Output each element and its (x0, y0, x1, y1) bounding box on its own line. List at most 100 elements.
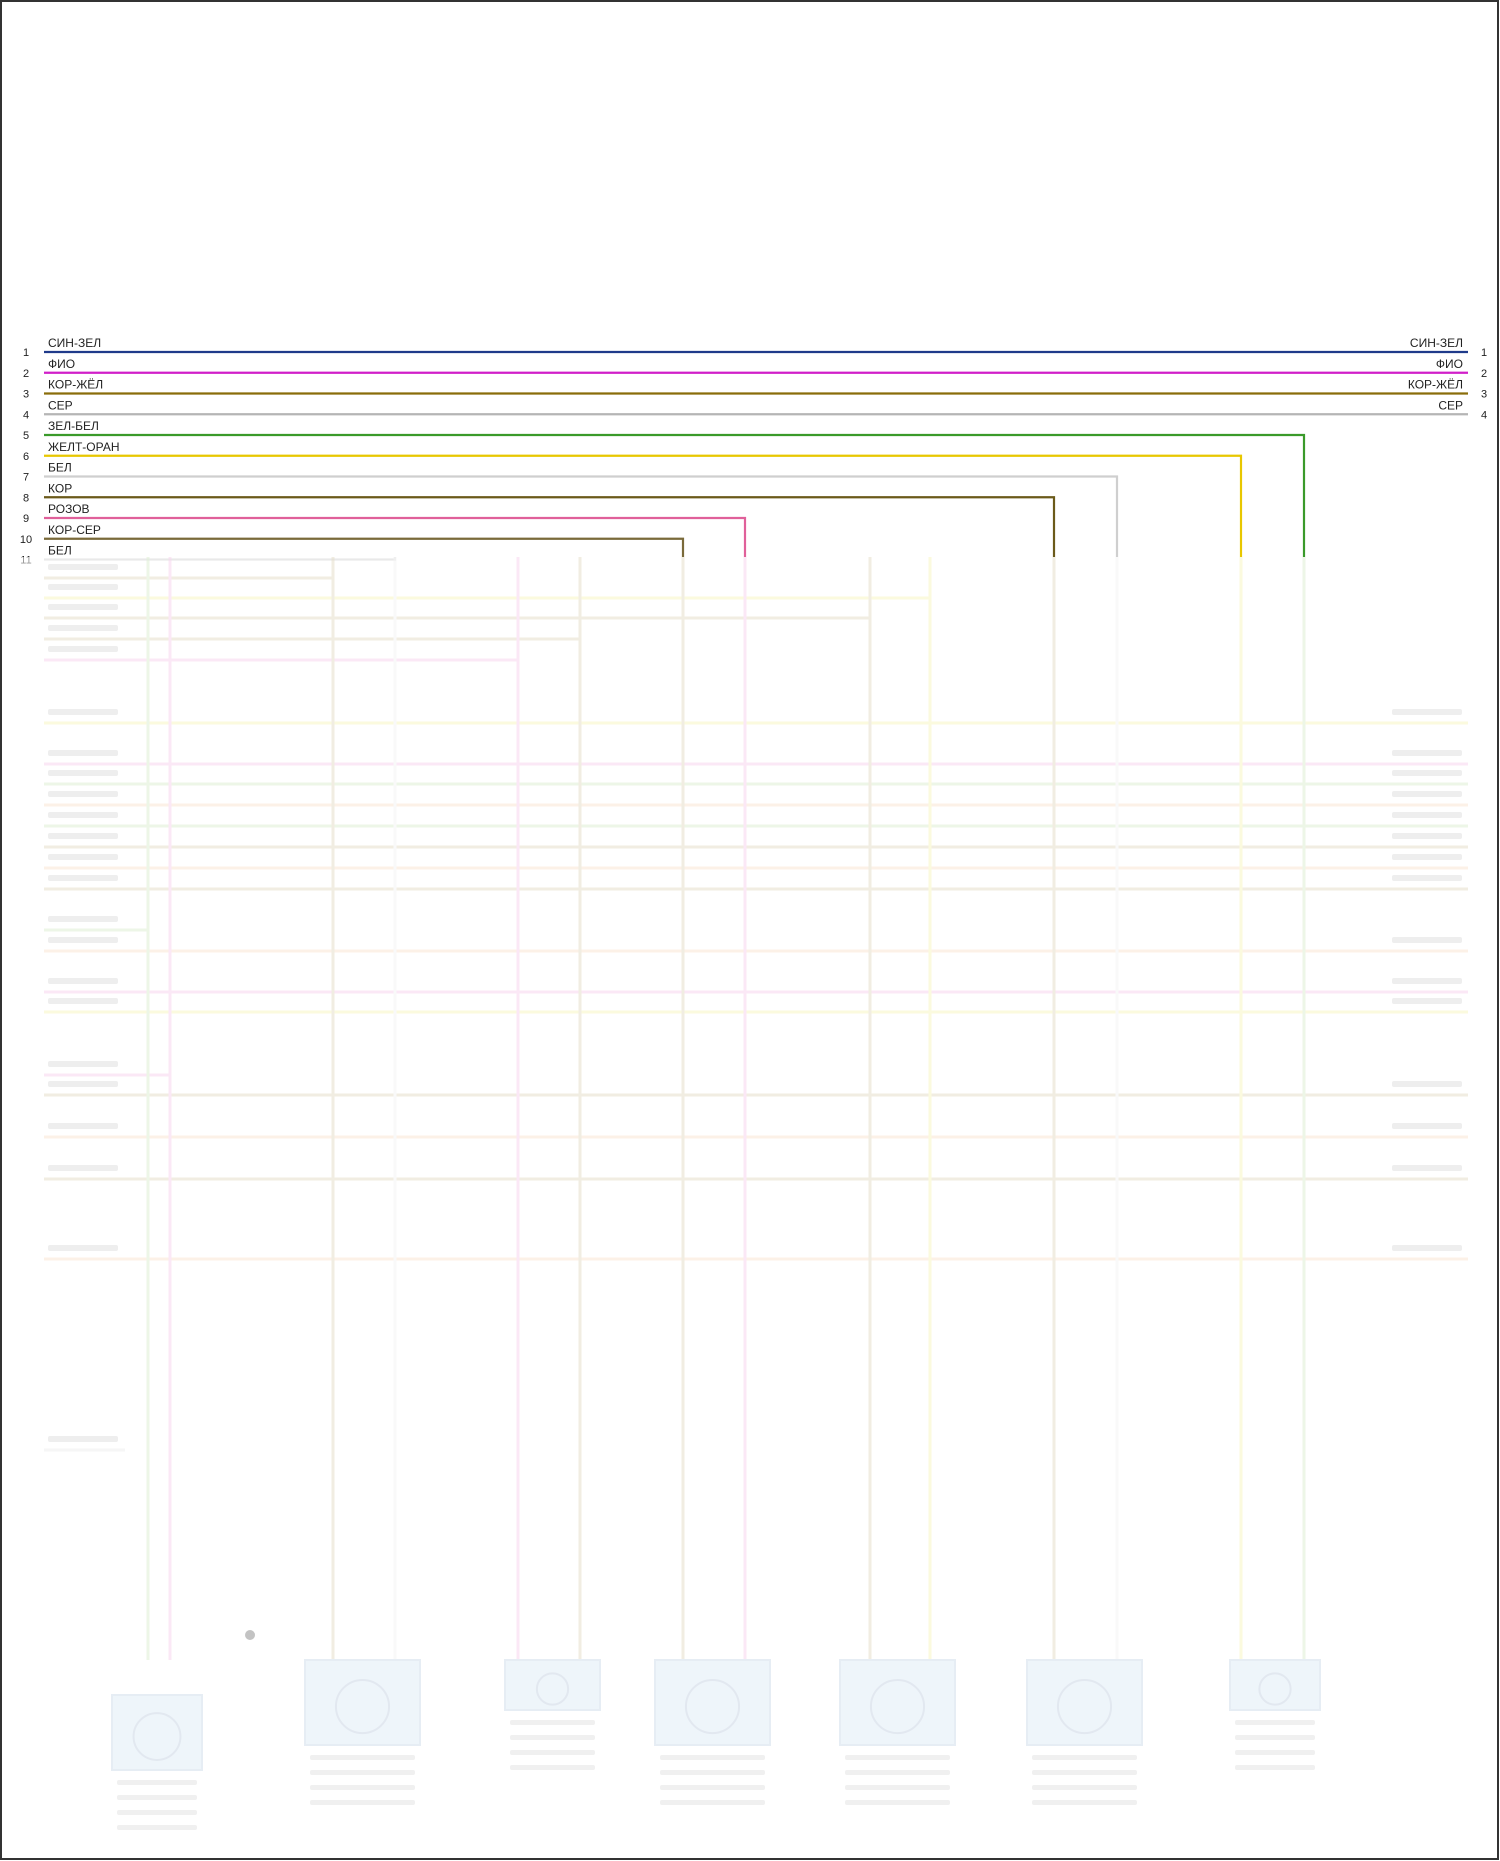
faded-label (48, 916, 118, 922)
faded-caption (1032, 1755, 1137, 1760)
faded-caption (310, 1755, 415, 1760)
wire-line (44, 496, 1056, 557)
faded-label (1392, 937, 1462, 943)
faded-label (48, 1165, 118, 1171)
wire-line (44, 454, 1243, 557)
faded-caption (310, 1785, 415, 1790)
faded-caption (510, 1765, 595, 1770)
faded-label (1392, 875, 1462, 881)
wire-label-left: СИН-ЗЕЛ (48, 336, 101, 350)
connector-block (111, 1694, 203, 1771)
faded-label (48, 709, 118, 715)
faded-caption (660, 1755, 765, 1760)
wire-number-left: 5 (23, 430, 29, 442)
faded-label (1392, 1165, 1462, 1171)
wire-line (44, 433, 1306, 557)
faded-caption (310, 1800, 415, 1805)
wire-label-left: КОР (48, 481, 72, 495)
wire-number-left: 7 (23, 472, 29, 484)
faded-label (48, 937, 118, 943)
faded-caption (1032, 1800, 1137, 1805)
faded-caption (845, 1770, 950, 1775)
wire-label-right: СЕР (1438, 398, 1463, 412)
faded-label (1392, 978, 1462, 984)
faded-label (48, 978, 118, 984)
faded-label (48, 1123, 118, 1129)
faded-caption (117, 1825, 197, 1830)
faded-label (48, 1436, 118, 1442)
faded-label (1392, 854, 1462, 860)
faded-caption (510, 1750, 595, 1755)
faded-label (1392, 709, 1462, 715)
wire-line (44, 537, 685, 557)
wire-number-left: 10 (20, 534, 32, 546)
wire-number-left: 9 (23, 513, 29, 525)
faded-label (1392, 1081, 1462, 1087)
wire-label-left: ФИО (48, 357, 75, 371)
faded-caption (660, 1800, 765, 1805)
wire-label-left: КОР-СЕР (48, 523, 101, 537)
faded-caption (1235, 1750, 1315, 1755)
wire-number-right: 3 (1481, 389, 1487, 401)
faded-caption (845, 1800, 950, 1805)
wire-label-left: РОЗОВ (48, 502, 90, 516)
faded-caption (1235, 1720, 1315, 1725)
faded-caption (310, 1770, 415, 1775)
faded-label (1392, 812, 1462, 818)
wire-label-right: КОР-ЖЁЛ (1408, 378, 1463, 392)
faded-label (48, 770, 118, 776)
faded-label (48, 604, 118, 610)
wire-label-right: СИН-ЗЕЛ (1410, 336, 1463, 350)
ground-point (245, 1630, 255, 1640)
wire-label-left: ЖЕЛТ-ОРАН (48, 440, 120, 454)
faded-label (48, 646, 118, 652)
faded-caption (510, 1720, 595, 1725)
wire-number-left: 11 (20, 555, 31, 567)
faded-label (1392, 770, 1462, 776)
faded-caption (1235, 1735, 1315, 1740)
faded-label (48, 998, 118, 1004)
wire-line (44, 475, 1119, 557)
wire-number-left: 3 (23, 389, 29, 401)
faded-label (1392, 998, 1462, 1004)
wire-number-left: 8 (23, 492, 29, 504)
wire-number-left: 1 (23, 347, 29, 359)
faded-caption (117, 1810, 197, 1815)
wire-number-left: 6 (23, 451, 29, 463)
connector-block (504, 1659, 601, 1711)
wire-label-left: ЗЕЛ-БЕЛ (48, 419, 99, 433)
faded-label (48, 1245, 118, 1251)
faded-label (1392, 791, 1462, 797)
faded-caption (1032, 1770, 1137, 1775)
faded-caption (660, 1770, 765, 1775)
faded-label (48, 833, 118, 839)
wire-label-right: ФИО (1436, 357, 1463, 371)
faded-caption (660, 1785, 765, 1790)
faded-label (48, 750, 118, 756)
wire-number-right: 1 (1481, 347, 1487, 359)
wire-label-left: БЕЛ (48, 461, 72, 475)
faded-caption (845, 1755, 950, 1760)
wire-label-left: СЕР (48, 398, 73, 412)
faded-label (48, 875, 118, 881)
faded-caption (1235, 1765, 1315, 1770)
wire-line (44, 516, 747, 557)
faded-caption (510, 1735, 595, 1740)
wire-number-right: 2 (1481, 368, 1487, 380)
wire-number-left: 2 (23, 368, 29, 380)
faded-label (48, 791, 118, 797)
faded-label (48, 564, 118, 570)
wire-label-left: КОР-ЖЁЛ (48, 378, 103, 392)
faded-label (1392, 750, 1462, 756)
faded-caption (1032, 1785, 1137, 1790)
faded-label (48, 625, 118, 631)
faded-caption (117, 1795, 197, 1800)
faded-label (48, 854, 118, 860)
faded-caption (117, 1780, 197, 1785)
faded-label (48, 1061, 118, 1067)
wire-number-left: 4 (23, 409, 29, 421)
wire-label-left: БЕЛ (48, 544, 72, 558)
legible-wires: 1 СИН-ЗЕЛ СИН-ЗЕЛ 1 2 ФИО ФИО 2 3 КОР-ЖЁЛ КОР-ЖЁЛ 3… (20, 336, 1487, 567)
connector-block (1229, 1659, 1321, 1711)
